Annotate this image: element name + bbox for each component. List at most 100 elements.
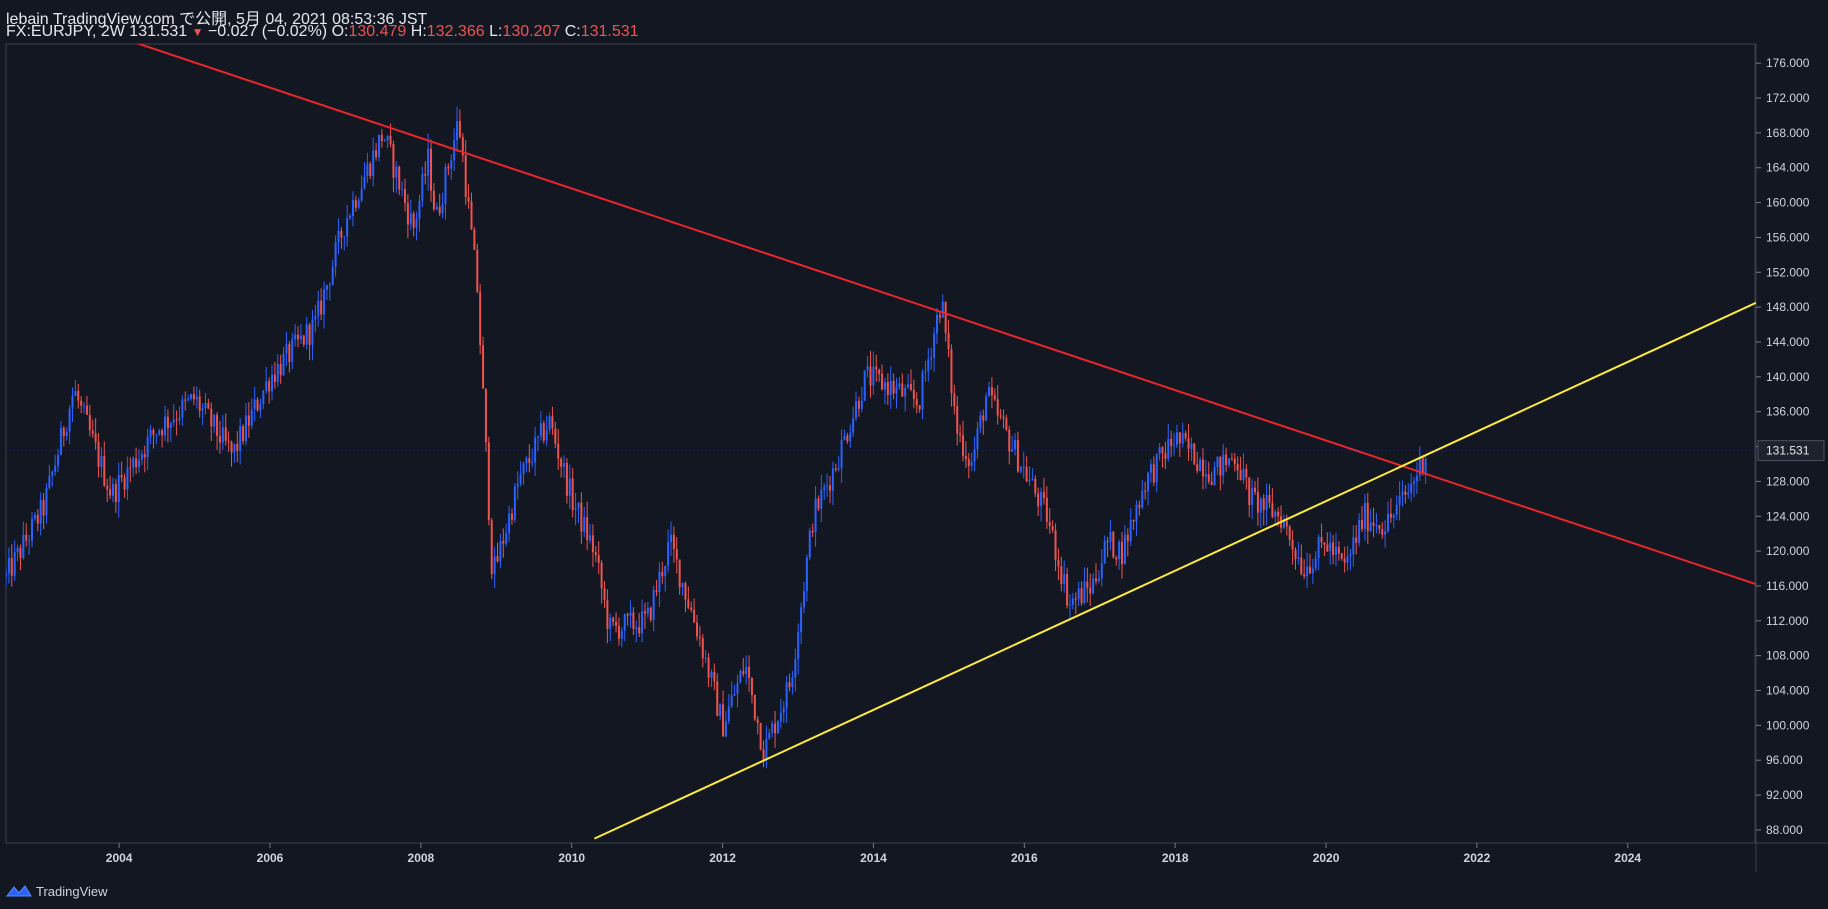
candle	[48, 464, 51, 490]
candle	[1201, 448, 1204, 490]
brand-logo[interactable]: TradingView	[6, 880, 108, 902]
x-tick-label: 2020	[1313, 851, 1340, 865]
candle	[268, 377, 271, 404]
candle	[574, 492, 577, 526]
candle	[328, 282, 331, 301]
candle-body	[985, 396, 988, 421]
candle-body	[1282, 520, 1285, 528]
candle-body	[406, 202, 409, 225]
candle	[1372, 507, 1375, 538]
candle-body	[771, 723, 774, 733]
candle-body	[1358, 520, 1361, 543]
candle	[1005, 414, 1008, 432]
candle	[1086, 567, 1089, 603]
y-tick-label: 148.000	[1766, 300, 1810, 314]
candle-body	[924, 371, 927, 373]
candle-body	[294, 334, 297, 340]
time-axis[interactable]: 2004 2006 2008 2010 2012 2014 2016 2018 2020 2022…	[106, 843, 1642, 865]
candle	[366, 152, 369, 183]
support-trendline[interactable]	[593, 301, 1756, 840]
candle-body	[964, 456, 967, 460]
candle	[210, 402, 213, 442]
candle	[623, 613, 626, 642]
symbol-label[interactable]: FX:EURJPY, 2W	[6, 23, 125, 40]
candle	[406, 194, 409, 239]
candle-body	[620, 630, 623, 639]
candle-body	[933, 333, 936, 358]
candle	[490, 518, 493, 580]
candle-body	[1008, 429, 1011, 452]
candle-body	[617, 625, 620, 639]
candle	[947, 319, 950, 358]
candle	[898, 376, 901, 390]
candle	[192, 386, 195, 406]
candle	[1025, 456, 1028, 483]
candle-body	[1167, 438, 1170, 459]
candle-body	[450, 160, 453, 169]
candle	[594, 545, 597, 562]
candle	[1083, 567, 1086, 605]
candle	[603, 580, 606, 608]
candle-body	[270, 374, 273, 392]
candle	[895, 377, 898, 409]
candle	[242, 424, 245, 445]
candle	[976, 421, 979, 459]
candle-body	[1355, 537, 1358, 543]
candle-body	[334, 242, 337, 267]
candle-body	[875, 366, 878, 370]
candle	[1193, 442, 1196, 466]
candle	[1334, 533, 1337, 567]
candle	[221, 415, 224, 450]
candle	[71, 387, 74, 423]
candle	[311, 310, 314, 361]
candle-body	[658, 571, 661, 593]
candle-body	[213, 414, 216, 427]
candle-body	[895, 386, 898, 394]
candle-body	[759, 722, 762, 750]
candle	[557, 429, 560, 471]
candle	[866, 356, 869, 378]
candle	[698, 625, 701, 647]
candle-body	[586, 517, 589, 541]
candle	[1358, 513, 1361, 547]
candle	[1387, 501, 1390, 533]
price-axis[interactable]: 88.000 92.000 96.000 100.000 104.000 108.000 1…	[6, 56, 1825, 837]
candle	[800, 602, 803, 644]
candle	[456, 106, 459, 153]
candle	[817, 495, 820, 512]
candle-body	[1346, 556, 1349, 563]
candle-body	[710, 671, 713, 678]
candle	[1100, 549, 1103, 587]
candle	[615, 612, 618, 633]
candle	[1355, 525, 1358, 555]
candle-body	[704, 657, 707, 659]
candle-body	[1187, 438, 1190, 449]
candle	[973, 436, 976, 472]
candle-body	[831, 468, 834, 491]
candle	[421, 166, 424, 207]
candle-body	[1236, 463, 1239, 471]
candle-body	[1014, 439, 1017, 450]
candle	[51, 470, 54, 487]
candle-body	[1005, 418, 1008, 430]
candle	[970, 452, 973, 472]
resistance-trendline[interactable]	[66, 20, 1756, 586]
y-tick-label: 160.000	[1766, 196, 1810, 210]
candle	[375, 142, 378, 161]
candle	[106, 478, 109, 503]
candle	[1204, 460, 1207, 489]
candle-body	[1265, 495, 1268, 510]
candle-body	[889, 380, 892, 396]
candle-body	[990, 387, 993, 396]
candle-body	[1034, 478, 1037, 494]
candle-body	[522, 463, 525, 475]
candle	[1040, 487, 1043, 522]
candle-body	[337, 230, 340, 243]
candle-body	[837, 468, 840, 470]
trendlines-layer[interactable]	[66, 20, 1756, 840]
candle	[745, 655, 748, 685]
candle	[765, 725, 768, 769]
candle	[565, 458, 568, 504]
candle-body	[1389, 513, 1392, 518]
